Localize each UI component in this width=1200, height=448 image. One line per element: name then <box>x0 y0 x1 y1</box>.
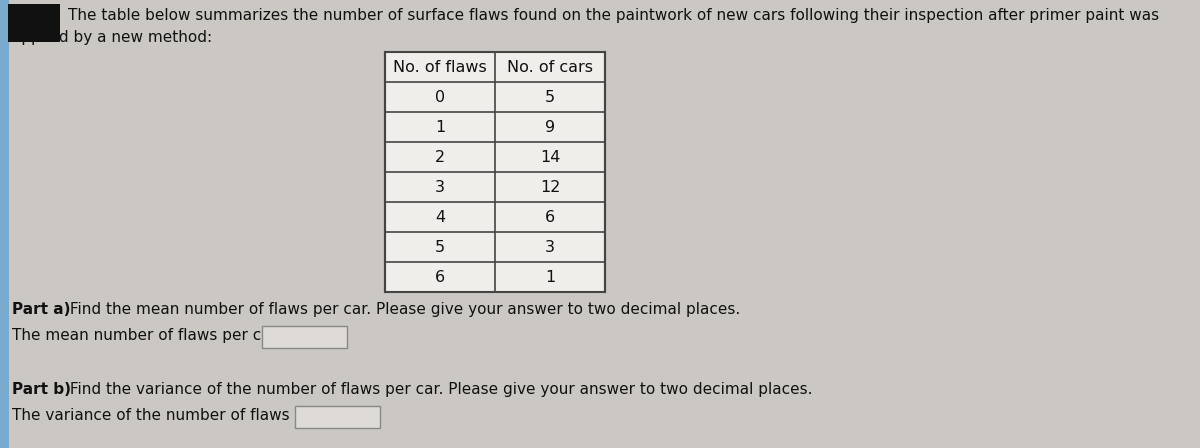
Text: The variance of the number of flaws per car is:: The variance of the number of flaws per … <box>12 408 372 423</box>
FancyBboxPatch shape <box>0 0 10 448</box>
Text: Part a): Part a) <box>12 302 71 317</box>
Text: 5: 5 <box>545 90 556 104</box>
Text: 12: 12 <box>540 180 560 194</box>
Text: 5: 5 <box>434 240 445 254</box>
Text: 14: 14 <box>540 150 560 164</box>
Text: 3: 3 <box>436 180 445 194</box>
Text: 3: 3 <box>545 240 554 254</box>
Text: 4: 4 <box>434 210 445 224</box>
Text: No. of flaws: No. of flaws <box>394 60 487 74</box>
Text: Part b): Part b) <box>12 382 71 397</box>
Text: 0: 0 <box>434 90 445 104</box>
Text: 6: 6 <box>434 270 445 284</box>
Text: 9: 9 <box>545 120 556 134</box>
Text: applied by a new method:: applied by a new method: <box>12 30 212 45</box>
Text: The table below summarizes the number of surface flaws found on the paintwork of: The table below summarizes the number of… <box>68 8 1159 23</box>
Text: No. of cars: No. of cars <box>508 60 593 74</box>
Text: 1: 1 <box>434 120 445 134</box>
Text: Find the mean number of flaws per car. Please give your answer to two decimal pl: Find the mean number of flaws per car. P… <box>65 302 740 317</box>
Text: 1: 1 <box>545 270 556 284</box>
Text: 2: 2 <box>434 150 445 164</box>
Text: The mean number of flaws per car is:: The mean number of flaws per car is: <box>12 328 299 343</box>
FancyBboxPatch shape <box>295 406 380 428</box>
FancyBboxPatch shape <box>262 326 347 348</box>
Text: Find the variance of the number of flaws per car. Please give your answer to two: Find the variance of the number of flaws… <box>65 382 812 397</box>
Text: 6: 6 <box>545 210 556 224</box>
FancyBboxPatch shape <box>385 52 605 292</box>
FancyBboxPatch shape <box>8 4 60 42</box>
